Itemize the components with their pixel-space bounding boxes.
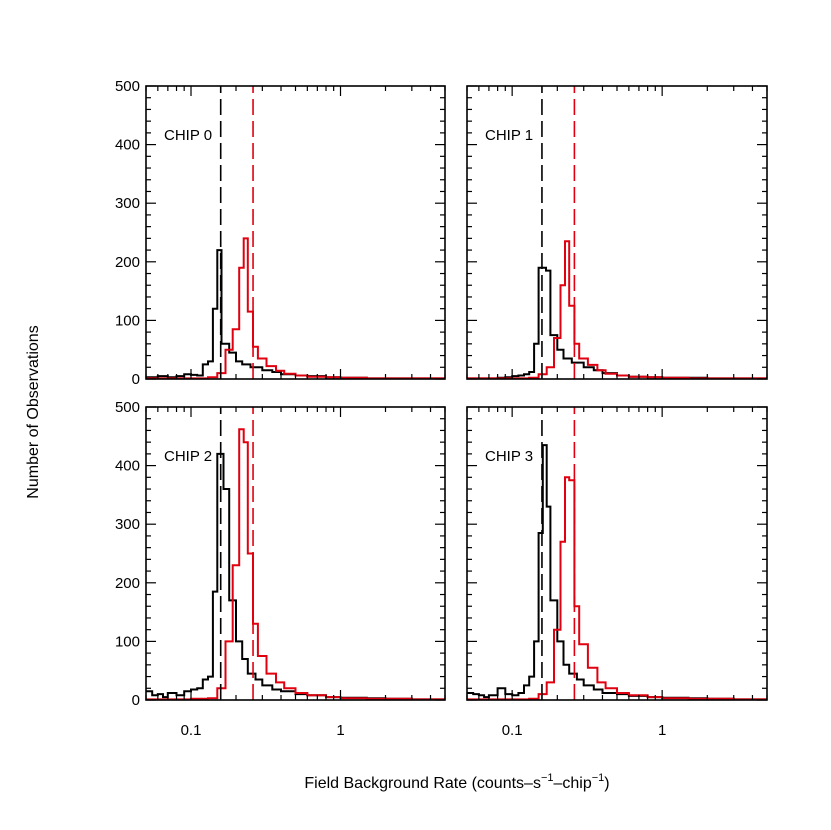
histogram-black-chip-1 [467, 266, 767, 379]
chip-label-1: CHIP 1 [485, 127, 533, 144]
x-tick-label: 1 [336, 722, 344, 739]
histogram-red-chip-2 [146, 428, 445, 700]
chip-label-3: CHIP 3 [485, 448, 533, 465]
chip-label-0: CHIP 0 [164, 127, 212, 144]
chip-label-2: CHIP 2 [164, 448, 212, 465]
x-tick-label: 1 [658, 722, 666, 739]
x-axis-title-sup2: −1 [592, 772, 605, 784]
y-tick-label: 400 [115, 137, 140, 154]
y-tick-label: 100 [115, 633, 140, 650]
y-tick-label: 300 [115, 195, 140, 212]
histogram-red-chip-1 [467, 240, 767, 379]
panel-chip-0: 0 100 200 300 400 500 CHIP 0 [115, 78, 446, 388]
x-tick-label: 0.1 [181, 722, 202, 739]
histogram-black-chip-3 [467, 444, 767, 700]
panel-chip-3: 0.1 1 CHIP 3 [466, 406, 768, 739]
panel-chip-1: CHIP 1 [466, 85, 768, 380]
y-tick-label: 300 [115, 516, 140, 533]
panels-group: 0 100 200 300 400 500 CHIP 0 CHIP 1 0 100 200 300 40… [115, 78, 768, 739]
y-tick-label: 200 [115, 575, 140, 592]
y-tick-label: 0 [132, 371, 140, 388]
panel-chip-2: 0 100 200 300 400 500 0.1 1 CHIP 2 [115, 399, 446, 739]
x-axis-title-mid: –chip [554, 775, 592, 792]
x-axis-title-sup1: −1 [541, 772, 554, 784]
x-axis-title-main: Field Background Rate (counts–s [304, 775, 541, 792]
histogram-red-chip-3 [467, 476, 767, 700]
y-tick-label: 500 [115, 78, 140, 95]
y-tick-label: 200 [115, 254, 140, 271]
histogram-black-chip-2 [146, 452, 445, 700]
y-axis-title: Number of Observations [25, 325, 42, 498]
y-tick-label: 100 [115, 312, 140, 329]
x-axis-title: Field Background Rate (counts–s−1–chip−1… [304, 772, 609, 792]
x-axis-title-end: ) [604, 775, 609, 792]
histogram-black-chip-0 [146, 249, 445, 379]
histogram-red-chip-0 [146, 237, 445, 379]
y-tick-label: 400 [115, 458, 140, 475]
x-tick-label: 0.1 [502, 722, 523, 739]
y-tick-label: 0 [132, 692, 140, 709]
y-tick-label: 500 [115, 399, 140, 416]
